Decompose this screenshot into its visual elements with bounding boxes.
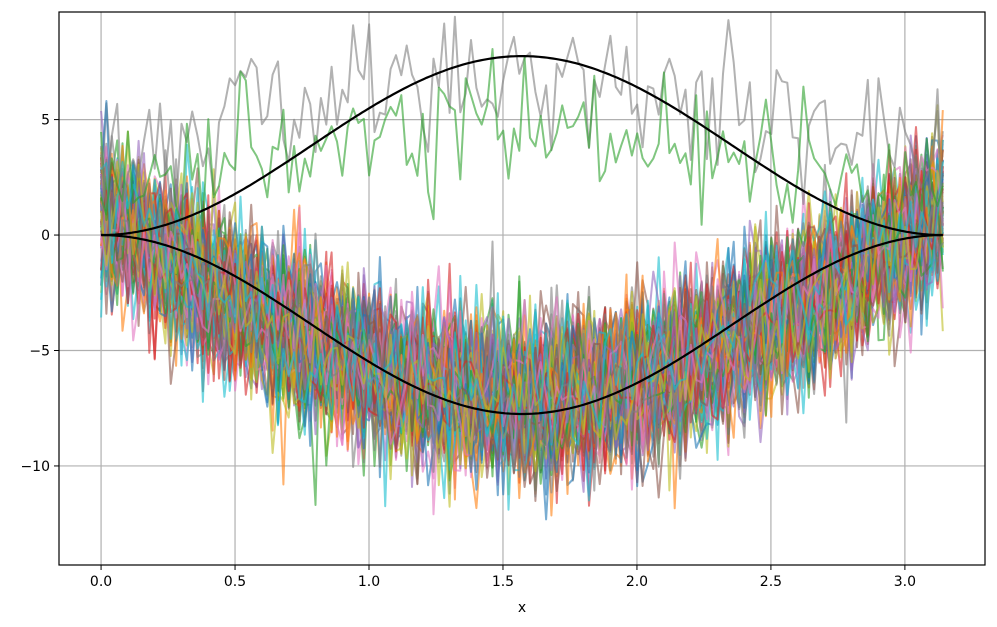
sample-path: [100, 158, 944, 492]
y-tick-label: 0: [41, 228, 50, 244]
envelope-curves: [101, 55, 943, 416]
x-axis-label: x: [518, 600, 526, 616]
x-tick-label: 3.0: [894, 574, 916, 590]
axis-ticks: 0.0 0.5 1.0 1.5 2.0 2.5 3.0 5 0 −5 −10: [20, 113, 916, 590]
x-tick-label: 0.5: [224, 574, 246, 590]
x-tick-label: 2.0: [626, 574, 648, 590]
plot-content: [100, 15, 944, 521]
x-tick-label: 2.5: [760, 574, 782, 590]
sample-paths: [100, 15, 944, 521]
y-tick-label: −10: [20, 459, 50, 475]
x-tick-label: 1.5: [492, 574, 514, 590]
upper-envelope-curve: [101, 55, 943, 237]
y-tick-label: −5: [29, 343, 50, 359]
sample-path: [100, 161, 944, 452]
x-tick-label: 1.0: [358, 574, 380, 590]
x-tick-label: 0.0: [90, 574, 112, 590]
upper-sample-path: [100, 48, 944, 243]
lower-envelope-curve: [101, 233, 943, 416]
plot-frame: [58, 11, 986, 566]
y-tick-label: 5: [41, 113, 50, 129]
